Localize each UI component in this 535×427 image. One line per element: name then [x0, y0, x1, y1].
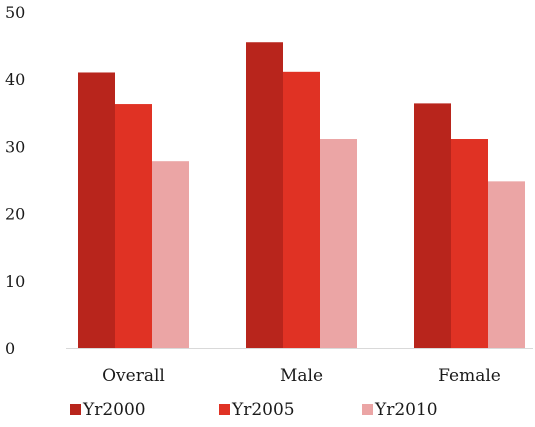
legend-label: Yr2000 [82, 400, 146, 420]
y-tick-label: 50 [5, 3, 25, 22]
legend-item-yr2000: Yr2000 [70, 400, 146, 420]
bar-yr2010-overall [152, 161, 189, 348]
category-label-male: Male [280, 366, 323, 386]
bar-yr2005-female [451, 139, 488, 348]
y-tick-label: 0 [5, 339, 15, 358]
legend-swatch [219, 404, 230, 415]
bar-yr2000-male [246, 42, 283, 349]
category-labels: Overall Male Female [102, 366, 501, 386]
category-label-overall: Overall [102, 366, 165, 386]
bar-yr2000-overall [78, 72, 115, 348]
bar-yr2005-male [283, 71, 320, 349]
y-tick-label: 30 [5, 137, 25, 156]
y-tick-label: 10 [5, 272, 25, 291]
y-tick-label: 20 [5, 205, 25, 224]
bar-yr2010-male [320, 139, 357, 348]
bar-yr2005-overall [115, 104, 152, 349]
legend-item-yr2005: Yr2005 [219, 400, 295, 420]
category-label-female: Female [438, 366, 501, 386]
legend: Yr2000 Yr2005 Yr2010 [70, 400, 438, 420]
legend-swatch [362, 404, 373, 415]
legend-swatch [70, 404, 81, 415]
bars [78, 42, 525, 349]
y-tick-label: 40 [5, 70, 25, 89]
y-axis: 0 10 20 30 40 50 [5, 3, 25, 358]
legend-item-yr2010: Yr2010 [362, 400, 438, 420]
bar-yr2000-female [414, 103, 451, 348]
legend-label: Yr2010 [374, 400, 438, 420]
legend-label: Yr2005 [231, 400, 295, 420]
bar-yr2010-female [488, 181, 525, 348]
